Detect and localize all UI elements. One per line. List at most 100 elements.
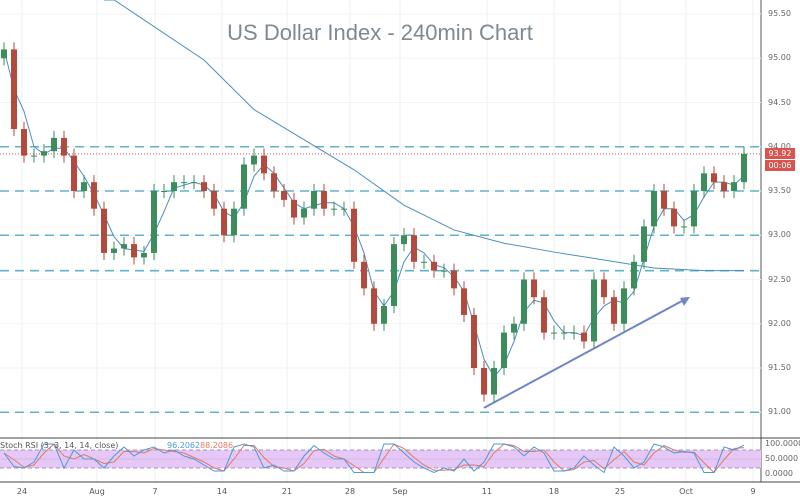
candle [311, 191, 317, 209]
candle [481, 368, 487, 395]
stoch-k-line [3, 443, 745, 474]
x-tick-label: 18 [548, 487, 560, 496]
x-tick-label: 25 [614, 487, 626, 496]
candle [421, 261, 427, 263]
candle [711, 173, 717, 183]
y-tick-label: 95.50 [768, 9, 791, 18]
candle [361, 261, 367, 289]
y-tick-label: 94.00 [768, 141, 791, 151]
candle [331, 208, 337, 210]
chart-title: US Dollar Index - 240min Chart [227, 20, 533, 45]
candle [221, 208, 227, 236]
candle [411, 235, 417, 262]
candle [441, 270, 447, 272]
candle [61, 137, 67, 156]
candle [721, 182, 727, 191]
candle [401, 235, 407, 245]
candle [131, 244, 137, 258]
y-tick-label: 93.00 [768, 230, 791, 240]
candle [551, 332, 557, 334]
x-tick-label: Aug [89, 487, 105, 496]
candle [1, 49, 7, 59]
candle [571, 332, 577, 334]
candle [591, 279, 597, 342]
x-tick-label: 7 [152, 487, 158, 496]
candle [561, 332, 567, 334]
candle [321, 191, 327, 209]
trend-arrow-head [680, 296, 690, 306]
candle [231, 208, 237, 236]
candle [31, 155, 37, 157]
candle [451, 270, 457, 289]
candle [161, 191, 167, 192]
candle [281, 191, 287, 200]
stoch-d-value: 88.2086 [200, 441, 234, 450]
y-tick-label: 94.50 [768, 97, 791, 107]
candle [51, 137, 57, 152]
y-tick-label: 91.50 [768, 363, 791, 372]
candle [71, 155, 77, 191]
candle [351, 208, 357, 262]
candle [741, 153, 747, 183]
countdown-tag: 00:06 [765, 160, 795, 171]
candle [521, 279, 527, 324]
candle [661, 191, 667, 209]
moving-average-long [104, 0, 744, 272]
candle [461, 288, 467, 315]
y-tick-label: 92.00 [768, 318, 791, 328]
candle [431, 261, 437, 271]
candle [151, 191, 157, 253]
candle [501, 332, 507, 368]
candle [301, 208, 307, 218]
candle [511, 323, 517, 333]
candle [681, 226, 687, 228]
candle [601, 279, 607, 298]
candle [581, 332, 587, 342]
candle [41, 151, 47, 156]
candle [251, 155, 257, 165]
candle [491, 368, 497, 395]
candle [621, 288, 627, 324]
x-tick-label: 14 [216, 487, 228, 496]
candle [191, 182, 197, 184]
candle [641, 226, 647, 262]
candle [181, 182, 187, 184]
y-tick-label: 95.00 [768, 53, 791, 63]
stoch-k-value: 96.2062 [167, 441, 201, 450]
candle [341, 208, 347, 210]
candle [371, 288, 377, 324]
candle [91, 182, 97, 209]
candle [611, 297, 617, 324]
x-tick-label: 28 [344, 487, 356, 496]
candle [241, 164, 247, 209]
candle [391, 244, 397, 307]
candle [121, 244, 127, 249]
candle [631, 261, 637, 289]
stoch-tick-label: 0.0000 [765, 469, 793, 478]
x-tick-label: Oct [679, 487, 693, 496]
candle [11, 49, 17, 130]
x-tick-label: Sep [392, 487, 408, 496]
trend-line [483, 298, 685, 409]
y-tick-label: 92.50 [768, 274, 791, 284]
y-tick-label: 91.00 [768, 407, 791, 417]
candle [691, 191, 697, 227]
candle [101, 208, 107, 253]
candle [261, 155, 267, 174]
candle [701, 173, 707, 191]
candle [471, 314, 477, 368]
candle [541, 297, 547, 333]
stoch-tick-label: 100.0000 [765, 439, 800, 448]
candle [171, 182, 177, 191]
candle [81, 182, 87, 191]
x-tick-label: 9 [750, 487, 756, 496]
stoch-rsi-label: Stoch RSI (3, 3, 14, 14, close) [0, 441, 119, 450]
candle [271, 173, 277, 191]
stoch-tick-label: 50.0000 [765, 454, 799, 463]
candle [111, 248, 117, 253]
candle [731, 182, 737, 191]
x-tick-label: 21 [281, 487, 293, 496]
candle [21, 129, 27, 156]
